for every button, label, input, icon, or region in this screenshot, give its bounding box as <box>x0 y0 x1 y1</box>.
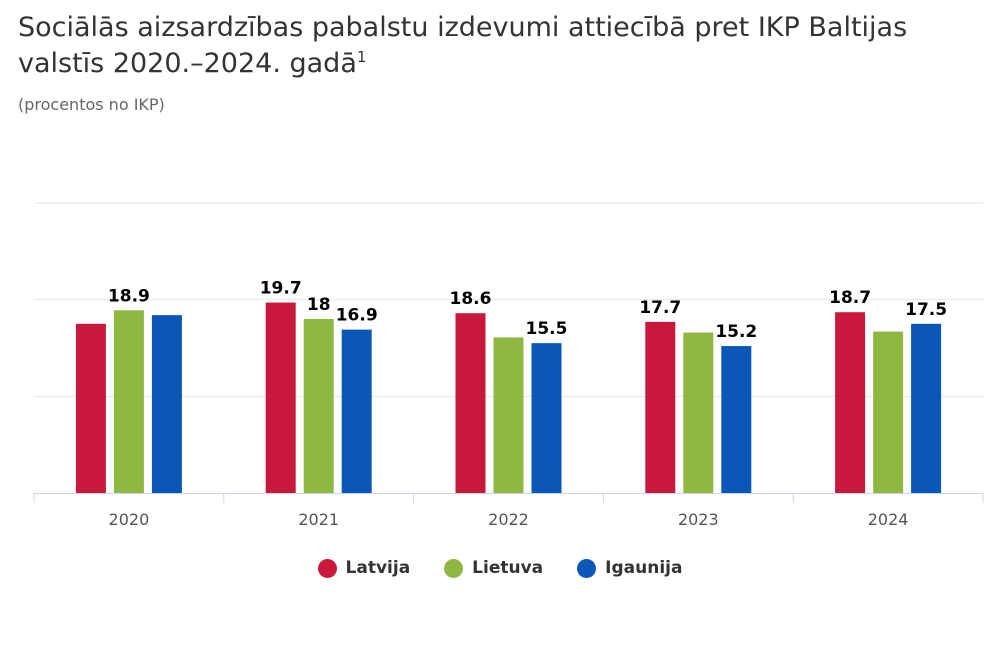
legend: Latvija Lietuva Igaunija <box>0 558 1000 578</box>
data-label: 18.7 <box>829 288 871 308</box>
legend-marker-icon <box>577 558 597 578</box>
data-label: 17.5 <box>905 300 947 320</box>
x-tick-label: 2021 <box>298 510 339 529</box>
legend-label: Igaunija <box>605 558 683 578</box>
chart-subtitle: (procentos no IKP) <box>18 95 165 114</box>
bar-lietuva-2021[interactable] <box>303 319 334 493</box>
legend-label: Lietuva <box>472 558 544 578</box>
data-label: 19.7 <box>260 279 302 299</box>
legend-item-igaunija[interactable]: Igaunija <box>577 558 682 578</box>
bar-igaunija-2020[interactable] <box>151 315 182 493</box>
data-label: 16.9 <box>336 306 378 326</box>
x-tick-label: 2022 <box>488 510 529 529</box>
x-tick-label: 2024 <box>868 510 909 529</box>
x-tick-label: 2020 <box>109 510 150 529</box>
x-axis: 2020 2021 2022 2023 2024 <box>33 493 984 529</box>
data-label: 18.6 <box>450 289 492 309</box>
bar-lietuva-2022[interactable] <box>493 337 524 493</box>
bar-igaunija-2022[interactable] <box>531 343 562 493</box>
data-label: 17.7 <box>639 298 681 318</box>
legend-item-latvija[interactable]: Latvija <box>317 558 411 578</box>
data-label: 18.9 <box>108 286 150 306</box>
bar-igaunija-2021[interactable] <box>341 329 372 493</box>
bar-igaunija-2024[interactable] <box>911 323 942 493</box>
bar-lietuva-2020[interactable] <box>113 310 144 493</box>
chart-title-text: Sociālās aizsardzības pabalstu izdevumi … <box>18 12 908 79</box>
bar-latvija-2024[interactable] <box>835 312 866 493</box>
bar-latvija-2020[interactable] <box>75 323 106 493</box>
legend-marker-icon <box>444 558 464 578</box>
x-tick-label: 2023 <box>678 510 719 529</box>
legend-label: Latvija <box>345 558 411 578</box>
bar-latvija-2023[interactable] <box>645 321 676 493</box>
bar-latvija-2022[interactable] <box>455 313 486 493</box>
bar-igaunija-2023[interactable] <box>721 346 752 493</box>
legend-marker-icon <box>317 558 337 578</box>
data-label: 15.5 <box>526 319 568 339</box>
bar-lietuva-2023[interactable] <box>683 332 714 493</box>
bar-lietuva-2024[interactable] <box>873 331 904 493</box>
legend-item-lietuva[interactable]: Lietuva <box>444 558 543 578</box>
chart-title: Sociālās aizsardzības pabalstu izdevumi … <box>18 10 978 82</box>
data-label: 18 <box>307 295 331 315</box>
data-label: 15.2 <box>715 322 757 342</box>
bars <box>75 302 942 493</box>
title-footnote-marker: 1 <box>356 48 367 66</box>
bar-latvija-2021[interactable] <box>265 302 296 493</box>
